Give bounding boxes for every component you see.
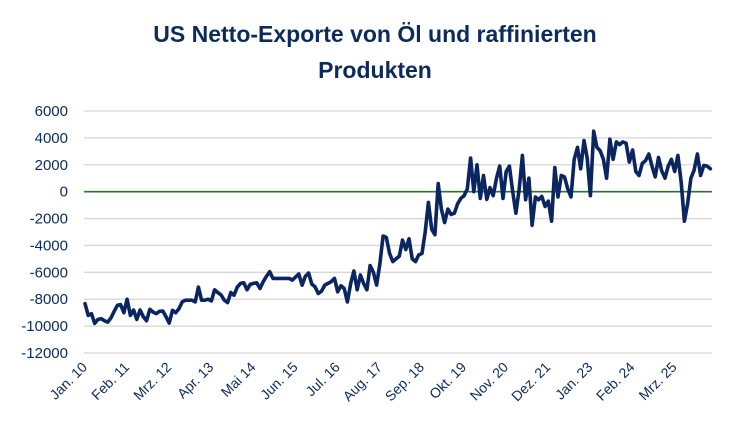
y-tick-label: 4000 — [35, 130, 68, 147]
x-tick-label: Mrz. 12 — [130, 359, 174, 403]
y-tick-label: -6000 — [30, 264, 68, 281]
x-tick-label: Aug. 17 — [340, 359, 386, 405]
y-tick-label: -12000 — [21, 345, 68, 362]
x-tick-label: Dez. 21 — [508, 359, 554, 405]
x-tick-label: Okt. 19 — [426, 359, 469, 402]
series — [83, 129, 713, 326]
chart-title-line-2: Produkten — [318, 57, 432, 83]
chart-title: US Netto-Exporte von Öl und raffinierten… — [0, 16, 750, 88]
x-tick-label: Mai 14 — [218, 359, 259, 400]
gridlines — [84, 110, 712, 354]
y-tick-label: -2000 — [30, 211, 68, 228]
y-tick-label: -4000 — [30, 237, 68, 254]
x-tick-label: Apr. 13 — [174, 359, 217, 402]
y-tick-label: -10000 — [21, 318, 68, 335]
x-tick-label: Feb. 11 — [88, 359, 132, 403]
chart-title-line-1: US Netto-Exporte von Öl und raffinierten — [153, 21, 597, 47]
x-tick-label: Jun. 15 — [257, 359, 301, 403]
x-tick-label: Jan. 10 — [46, 359, 90, 403]
y-axis-labels: 6000 4000 2000 0 -2000 -4000 -6000 -8000 -10000 -… — [21, 103, 68, 362]
y-tick-label: -8000 — [30, 291, 68, 308]
series-line — [83, 129, 713, 326]
x-tick-label: Mrz. 25 — [635, 359, 679, 403]
y-tick-label: 0 — [60, 184, 68, 201]
x-tick-label: Jan. 23 — [552, 359, 596, 403]
x-tick-label: Nov. 20 — [467, 359, 512, 404]
x-tick-label: Sep. 18 — [382, 359, 428, 405]
y-tick-label: 2000 — [35, 157, 68, 174]
x-tick-label: Feb. 24 — [593, 359, 638, 404]
x-tick-label: Jul. 16 — [302, 359, 343, 400]
y-tick-label: 6000 — [35, 103, 68, 120]
